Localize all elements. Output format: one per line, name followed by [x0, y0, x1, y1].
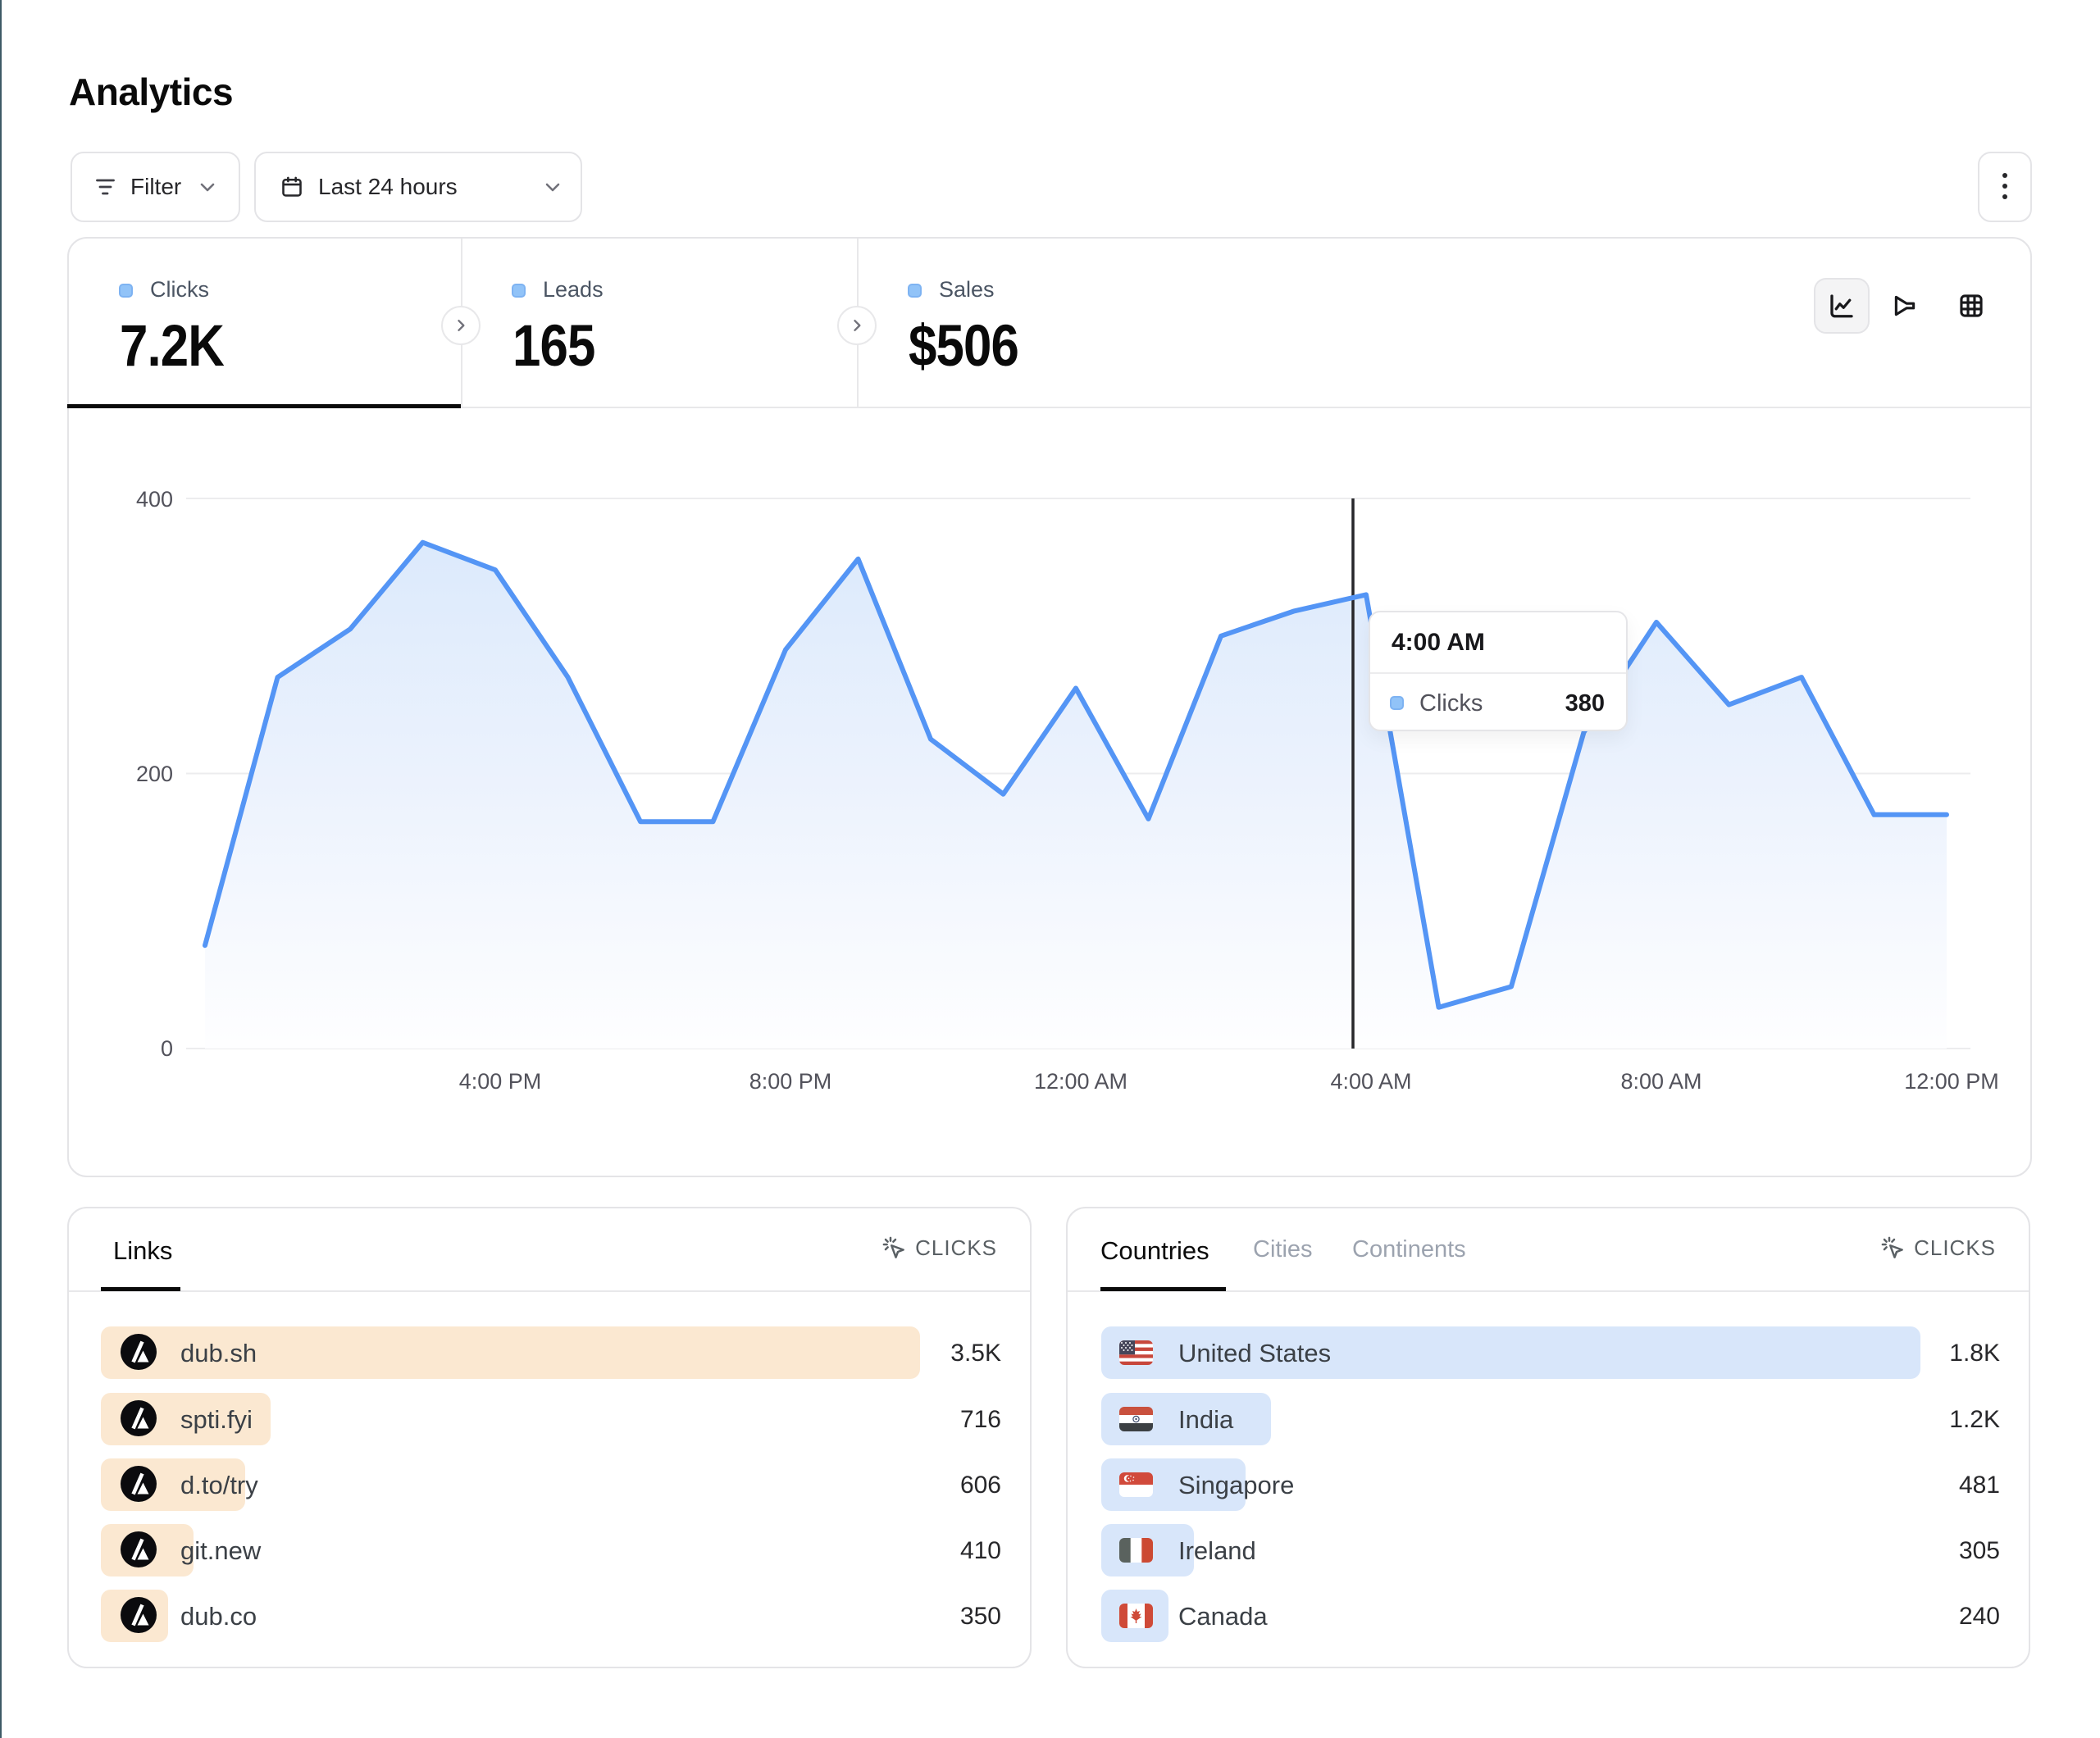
svg-text:0: 0: [161, 1036, 173, 1061]
svg-text:400: 400: [136, 487, 173, 512]
svg-text:8:00 AM: 8:00 AM: [1620, 1069, 1701, 1094]
svg-text:200: 200: [136, 762, 173, 786]
svg-text:4:00 AM: 4:00 AM: [1330, 1069, 1411, 1094]
svg-text:12:00 AM: 12:00 AM: [1034, 1069, 1127, 1094]
svg-text:8:00 PM: 8:00 PM: [749, 1069, 832, 1094]
svg-text:4:00 PM: 4:00 PM: [459, 1069, 542, 1094]
svg-text:12:00 PM: 12:00 PM: [1904, 1069, 1999, 1094]
